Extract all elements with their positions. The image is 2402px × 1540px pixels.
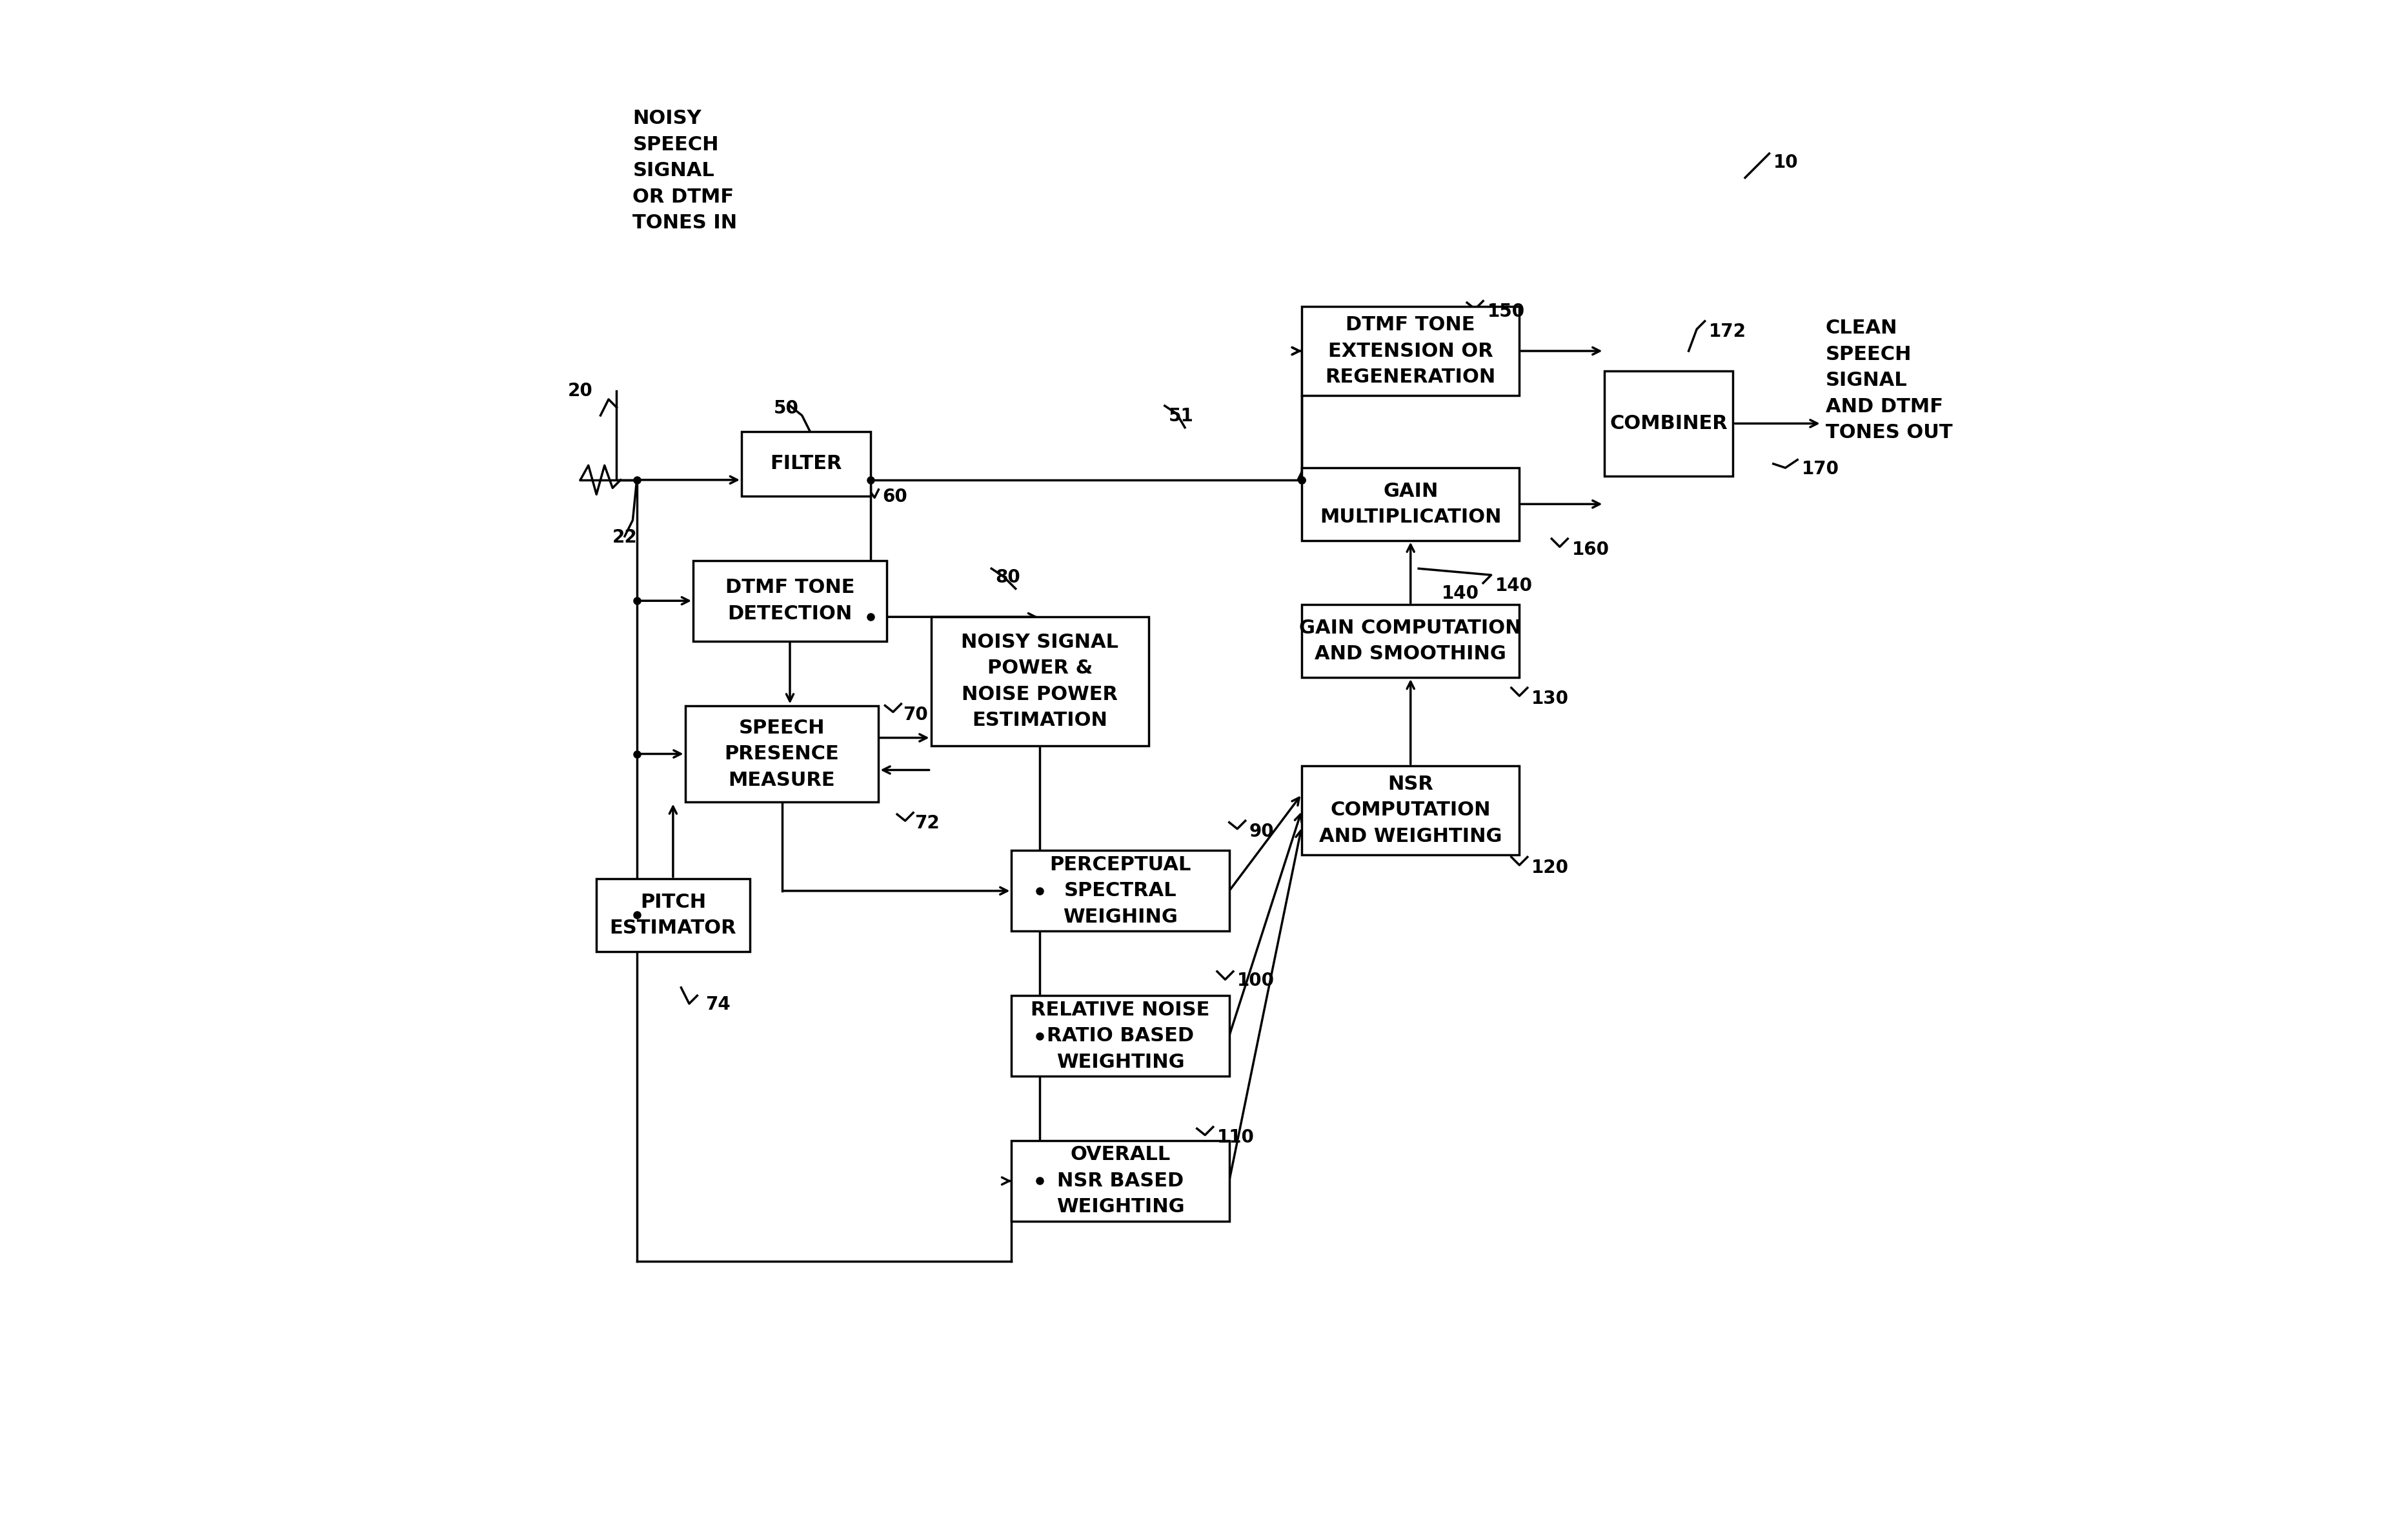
Text: NOISY SIGNAL
POWER &
NOISE POWER
ESTIMATION: NOISY SIGNAL POWER & NOISE POWER ESTIMAT… [961,633,1119,730]
Text: PITCH
ESTIMATOR: PITCH ESTIMATOR [610,893,737,938]
Text: GAIN COMPUTATION
AND SMOOTHING: GAIN COMPUTATION AND SMOOTHING [1299,619,1523,664]
Bar [694,561,886,641]
Bar [685,705,879,802]
Text: 80: 80 [994,568,1021,587]
Bar [1302,765,1520,855]
Bar [1011,1141,1230,1221]
Text: DTMF TONE
EXTENSION OR
REGENERATION: DTMF TONE EXTENSION OR REGENERATION [1326,316,1496,387]
Text: GAIN
MULTIPLICATION: GAIN MULTIPLICATION [1319,482,1501,527]
Bar [1605,371,1732,476]
Text: NSR
COMPUTATION
AND WEIGHTING: NSR COMPUTATION AND WEIGHTING [1319,775,1501,845]
Text: 120: 120 [1532,859,1569,876]
Text: 74: 74 [706,996,730,1013]
Bar [1011,996,1230,1076]
Text: 170: 170 [1802,460,1840,477]
Text: 20: 20 [567,382,593,400]
Bar [932,618,1148,745]
Bar [1302,468,1520,541]
Text: 10: 10 [1773,154,1799,171]
Text: 51: 51 [1170,408,1194,425]
Text: 60: 60 [882,488,908,507]
Bar [1302,605,1520,678]
Text: 110: 110 [1218,1129,1254,1147]
Text: OVERALL
NSR BASED
WEIGHTING: OVERALL NSR BASED WEIGHTING [1057,1146,1184,1217]
Text: DTMF TONE
DETECTION: DTMF TONE DETECTION [725,579,855,624]
Text: COMBINER: COMBINER [1609,414,1727,433]
Text: 70: 70 [903,705,927,724]
Text: 140: 140 [1441,585,1480,602]
Bar [1302,306,1520,396]
Text: 50: 50 [773,399,800,417]
Text: CLEAN
SPEECH
SIGNAL
AND DTMF
TONES OUT: CLEAN SPEECH SIGNAL AND DTMF TONES OUT [1826,319,1953,442]
Text: NOISY
SPEECH
SIGNAL
OR DTMF
TONES IN: NOISY SPEECH SIGNAL OR DTMF TONES IN [632,109,737,233]
Text: PERCEPTUAL
SPECTRAL
WEIGHING: PERCEPTUAL SPECTRAL WEIGHING [1050,855,1191,927]
Text: 160: 160 [1571,541,1609,559]
Text: 150: 150 [1487,303,1525,320]
Text: RELATIVE NOISE
RATIO BASED
WEIGHTING: RELATIVE NOISE RATIO BASED WEIGHTING [1030,1001,1211,1072]
Text: SPEECH
PRESENCE
MEASURE: SPEECH PRESENCE MEASURE [725,718,838,790]
Text: 140: 140 [1494,576,1532,594]
Bar [1011,850,1230,932]
Text: 100: 100 [1237,972,1275,990]
Text: FILTER: FILTER [771,454,843,473]
Bar [742,431,870,496]
Text: 72: 72 [915,815,939,833]
Text: 172: 172 [1708,323,1746,340]
Text: 130: 130 [1532,690,1569,707]
Text: 22: 22 [613,528,637,547]
Bar [596,879,749,952]
Text: 90: 90 [1249,822,1275,841]
